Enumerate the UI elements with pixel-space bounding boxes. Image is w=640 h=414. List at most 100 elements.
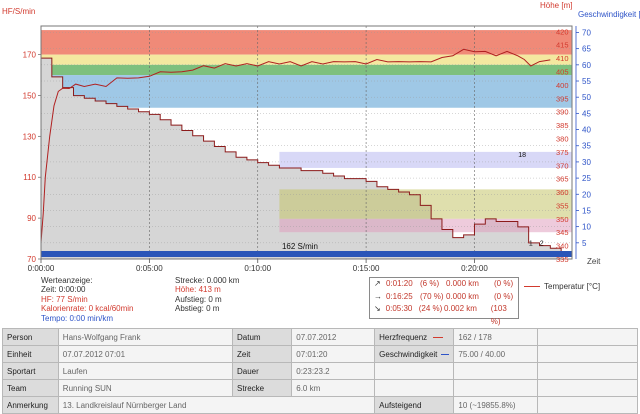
readout-zeit: Zeit: 0:00:00 (41, 285, 86, 295)
split-distance-percent: (103 %) (490, 304, 507, 326)
empty-cell (536, 345, 639, 363)
grid-lines (41, 26, 572, 259)
split-row-flat: → 0:16:25 (70 %) 0.000 km (0 %) (370, 291, 518, 304)
right-altitude-tick-label: 345 (556, 228, 569, 237)
right-speed-tick-label: 5 (582, 239, 587, 248)
right-speed-tick-label: 10 (582, 223, 591, 232)
right-speed-tick-label: 50 (582, 93, 591, 102)
split-distance-percent: (0 %) (494, 279, 514, 288)
split-percent: (24 %) (418, 304, 443, 313)
altitude-zone-tint (279, 218, 572, 233)
zone-band (41, 75, 572, 108)
right-altitude-tick-label: 410 (556, 54, 569, 63)
right-altitude-tick-label: 395 (556, 94, 569, 103)
left-axis-tick-label: 110 (23, 173, 36, 182)
readout-aufstieg: Aufstieg: 0 m (175, 294, 222, 304)
zeit-key: Zeit (231, 345, 293, 363)
speed-line-icon (441, 353, 450, 355)
anmerkung-value: 13. Landkreislauf Nürnberger Land (57, 396, 376, 414)
info-row: Anmerkung 13. Landkreislauf Nürnberger L… (2, 396, 639, 414)
x-axis-tick-label: 0:15:00 (353, 264, 380, 273)
right-altitude-tick-label: 340 (556, 242, 569, 251)
right-altitude-tick-label: 370 (556, 161, 569, 170)
x-axis-tick-label: 0:05:00 (136, 264, 163, 273)
zone-band (41, 54, 572, 65)
right-speed-tick-label: 70 (582, 28, 591, 37)
right-speed-tick-label: 60 (582, 61, 591, 70)
datum-value: 07.07.2012 (291, 328, 376, 346)
team-key: Team (2, 379, 59, 397)
split-row-up: ↗ 0:01:20 (6 %) 0.000 km (0 %) (370, 278, 518, 291)
cadence-annotation: 162 S/min (282, 242, 318, 251)
lap-markers: 181 2 (518, 152, 543, 247)
left-axis-tick-label: 150 (23, 91, 37, 100)
split-percent: (70 %) (420, 291, 444, 301)
info-row: Team Running SUN Strecke 6.0 km (2, 379, 639, 397)
info-row: Person Hans-Wolfgang Frank Datum 07.07.2… (2, 328, 639, 346)
info-row: Einheit 07.07.2012 07:01 Zeit 07:01:20 G… (2, 345, 639, 363)
right-altitude-tick-label: 335 (556, 255, 569, 264)
split-distance: 0.002 km (444, 304, 477, 313)
sportart-value: Laufen (57, 362, 234, 380)
aufsteigend-value: 10 (~19855.8%) (453, 396, 538, 414)
team-value: Running SUN (57, 379, 234, 397)
einheit-value: 07.07.2012 07:01 (57, 345, 234, 363)
readout-kalorien: Kalorienrate: 0 kcal/60min (41, 304, 134, 314)
axes: 7090110130150170335340345350355360365370… (23, 26, 591, 273)
lap-marker-label: 1 (529, 241, 533, 248)
right-axis-speed-label: Geschwindigkeit [k (578, 10, 640, 19)
dauer-key: Dauer (231, 362, 293, 380)
right-altitude-tick-label: 360 (556, 188, 569, 197)
strecke-key: Strecke (231, 379, 293, 397)
right-altitude-tick-label: 400 (556, 81, 569, 90)
left-axis-label: HF/S/min (2, 7, 35, 16)
right-altitude-tick-label: 365 (556, 175, 569, 184)
arrow-down-right-icon: ↘ (374, 304, 381, 313)
heart-rate-zones (41, 30, 572, 108)
empty-cell (536, 362, 639, 380)
x-axis-tick-label: 0:20:00 (461, 264, 488, 273)
legend-line-icon (524, 286, 540, 287)
readout-strecke: Strecke: 0.000 km (175, 276, 240, 285)
right-altitude-tick-label: 415 (556, 41, 569, 50)
empty-cell (374, 362, 455, 380)
empty-cell (536, 328, 639, 346)
altitude-line (41, 57, 562, 251)
value-readout-2: Strecke: 0.000 km Höhe: 413 m Aufstieg: … (175, 276, 239, 314)
split-distance: 0.000 km (446, 291, 479, 301)
activity-chart: 162 S/min 181 2 7090110130150170335340345… (2, 1, 640, 273)
anmerkung-key: Anmerkung (2, 396, 59, 414)
altitude-zone-tint (279, 189, 572, 219)
dauer-value: 0:23:23.2 (291, 362, 376, 380)
left-axis-tick-label: 170 (23, 51, 37, 60)
right-speed-tick-label: 20 (582, 190, 591, 199)
heart-rate-line (40, 48, 551, 243)
split-distance: 0.000 km (446, 279, 479, 288)
split-row-down: ↘ 0:05:30 (24 %) 0.002 km (103 %) (370, 303, 518, 328)
session-info-table: Person Hans-Wolfgang Frank Datum 07.07.2… (2, 328, 639, 414)
heart-rate-value: 162 / 178 (453, 328, 538, 346)
right-altitude-tick-label: 405 (556, 68, 569, 77)
strecke-value: 6.0 km (291, 379, 376, 397)
zone-band (41, 30, 572, 55)
right-speed-tick-label: 55 (582, 77, 591, 86)
split-distance-percent: (0 %) (494, 291, 514, 301)
heart-rate-key: Herzfrequenz (374, 328, 455, 346)
right-speed-tick-label: 30 (582, 158, 591, 167)
right-speed-tick-label: 25 (582, 174, 591, 183)
temperature-legend-label: Temperatur [°C] (544, 282, 601, 291)
readout-abstieg: Abstieg: 0 m (175, 304, 220, 314)
split-percent: (6 %) (420, 279, 440, 288)
left-axis-tick-label: 130 (23, 132, 37, 141)
right-altitude-tick-label: 380 (556, 134, 569, 143)
value-readout: Werteanzeige: Zeit: 0:00:00 HF: 77 S/min… (41, 276, 221, 323)
speed-value: 75.00 / 40.00 (453, 345, 538, 363)
right-speed-tick-label: 15 (582, 206, 591, 215)
info-row: Sportart Laufen Dauer 0:23:23.2 (2, 362, 639, 380)
empty-cell (453, 379, 538, 397)
arrow-right-icon: → (374, 291, 382, 301)
left-axis-tick-label: 90 (27, 214, 36, 223)
zeit-value: 07:01:20 (291, 345, 376, 363)
empty-cell (374, 379, 455, 397)
empty-cell (536, 396, 639, 414)
